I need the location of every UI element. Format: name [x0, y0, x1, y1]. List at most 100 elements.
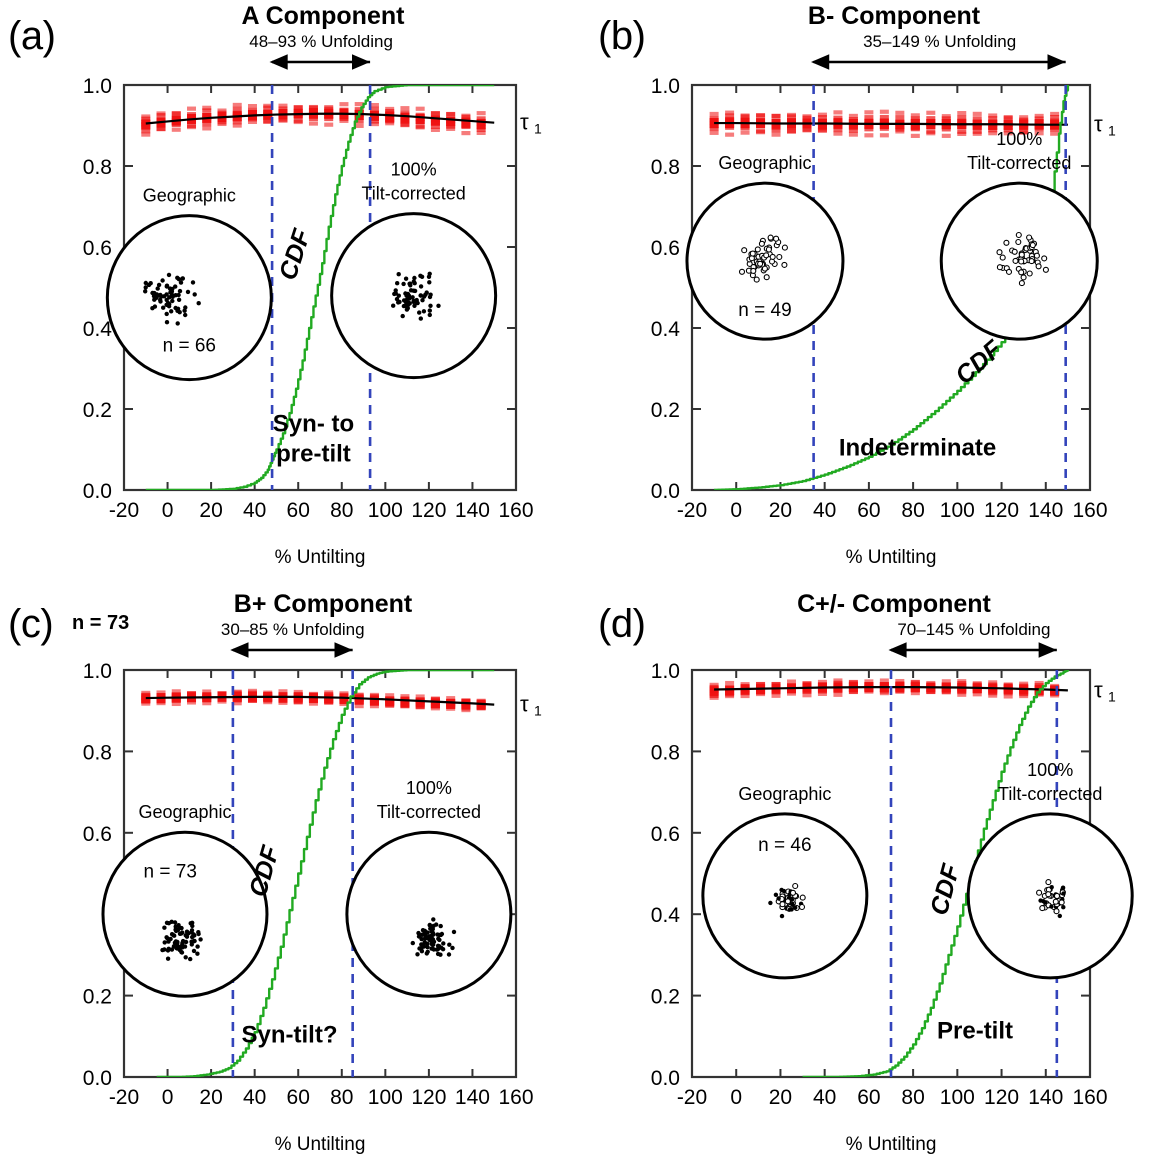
stereonet-point — [758, 240, 765, 247]
y-tick-label: 0.8 — [83, 156, 112, 179]
stereonet-point — [779, 913, 785, 919]
stereonet-point — [414, 297, 419, 303]
stereonet-point — [158, 297, 163, 303]
panel-letter-c: (c) — [8, 602, 54, 646]
stereonet-point — [157, 293, 163, 298]
stereonet-point — [1053, 892, 1061, 900]
panel-title-a: A Component — [241, 2, 405, 30]
x-tick-label: 20 — [199, 1086, 222, 1109]
stereonet-point — [787, 907, 793, 912]
stereonet-point — [162, 940, 167, 945]
stereonet-point — [143, 280, 148, 286]
stereonet-point — [446, 952, 452, 957]
stereonet-point — [1053, 908, 1060, 915]
axes: -20 0 20 40 60 80 100 120 140 160 0.0 0.2 0.4 0.6 0.8 1… — [83, 75, 534, 522]
x-tick-label: 140 — [1028, 1086, 1063, 1109]
unfolding-range-label: 48–93 % Unfolding — [249, 32, 393, 51]
stereonet-point — [427, 280, 432, 285]
stereonet-label-100pct: 100% — [1027, 760, 1073, 780]
stereonet-point — [403, 291, 408, 296]
y-tick-label: 0.6 — [83, 823, 112, 846]
y-tick-label: 0.6 — [83, 237, 112, 260]
stereonet-point — [450, 945, 455, 951]
stereonet-point — [162, 947, 167, 952]
stereonet-point — [1061, 891, 1066, 896]
x-tick-label: 60 — [287, 499, 310, 522]
stereonet-point — [403, 303, 408, 308]
x-tick-label: 120 — [984, 1086, 1019, 1109]
plot-a: -20 0 20 40 60 80 100 120 140 160 0.0 0.2 0.4 0.6 0.8 1… — [83, 54, 542, 568]
x-tick-label: 160 — [498, 499, 533, 522]
stereonet-point — [164, 935, 169, 940]
stereonet-point — [768, 900, 773, 906]
stereonet-point — [152, 304, 158, 309]
y-tick-label: 0.6 — [651, 823, 680, 846]
stereonet-point — [790, 902, 795, 907]
stereonet-point — [175, 321, 180, 326]
x-tick-label: 0 — [730, 1086, 742, 1109]
stereonet-point — [427, 308, 432, 313]
stereonet-point — [773, 892, 779, 897]
x-axis-title: % Untilting — [846, 547, 937, 568]
stereonet-n-label: n = 73 — [144, 861, 197, 882]
stereonet-point — [781, 888, 787, 894]
stereonet-point — [438, 923, 443, 929]
stereonet-point — [165, 948, 171, 953]
stereonet-point — [412, 275, 417, 281]
x-tick-label: -20 — [677, 499, 707, 522]
x-tick-label: 100 — [368, 1086, 403, 1109]
stereonet-point — [1028, 258, 1035, 265]
y-tick-label: 0.0 — [83, 480, 112, 503]
stereonet-point — [408, 283, 413, 288]
y-tick-label: 0.2 — [651, 399, 680, 422]
cdf-label: CDF — [925, 861, 966, 919]
stereonet-point — [156, 282, 162, 288]
x-tick-label: 100 — [940, 499, 975, 522]
stereonet-point — [779, 901, 786, 908]
stereonet-point — [185, 289, 191, 295]
stereonet-n-label: n = 66 — [163, 336, 216, 357]
stereonet-point — [143, 285, 148, 290]
stereonet-point — [753, 276, 760, 283]
stereonet-point — [427, 312, 432, 318]
y-tick-label: 0.4 — [83, 318, 113, 341]
x-tick-label: 60 — [287, 1086, 310, 1109]
unfolding-range-label: 70–145 % Unfolding — [897, 620, 1051, 639]
x-tick-label: 140 — [455, 1086, 490, 1109]
stereonet-point — [416, 930, 421, 936]
stereonet-point — [169, 292, 175, 298]
stereonet-point — [169, 947, 175, 952]
stereonet-point — [767, 234, 774, 241]
cdf-label: CDF — [274, 225, 317, 283]
plot-d: -20 0 20 40 60 80 100 120 140 160 0.0 0.2 0.4 0.6 0.8 1… — [651, 642, 1134, 1155]
cdf-label: CDF — [950, 335, 1008, 390]
stereonet-point — [190, 923, 195, 929]
stereonet-point — [153, 293, 158, 298]
stereonet-point — [754, 246, 761, 253]
stereonet-point — [428, 303, 433, 308]
stereonet-point — [421, 309, 427, 314]
stereonet-point — [403, 276, 409, 281]
stereonet-point — [1057, 913, 1062, 919]
stereonet-point — [776, 253, 783, 261]
y-tick-label: 0.2 — [83, 986, 112, 1009]
stereonet-point — [1036, 889, 1043, 896]
stereonet-point — [401, 281, 406, 287]
x-tick-label: 120 — [984, 499, 1019, 522]
stereonet-point — [749, 250, 756, 257]
stereonet-point — [451, 929, 457, 935]
stereonet-point — [155, 286, 160, 291]
stereonet-point — [1018, 269, 1025, 276]
stereonet-point — [170, 298, 175, 304]
stereonet-point — [178, 944, 183, 950]
stereonet-point — [162, 925, 167, 930]
y-tick-label: 0.4 — [651, 318, 681, 341]
stereonet-point — [763, 252, 770, 259]
stereonet-point — [192, 292, 197, 297]
stereonet-point — [441, 941, 446, 946]
stereonet-point — [1026, 270, 1033, 277]
stereonet-point — [765, 246, 772, 253]
stereonet-point — [192, 938, 197, 944]
cdf-curve — [145, 85, 495, 490]
x-tick-label: 80 — [330, 499, 353, 522]
